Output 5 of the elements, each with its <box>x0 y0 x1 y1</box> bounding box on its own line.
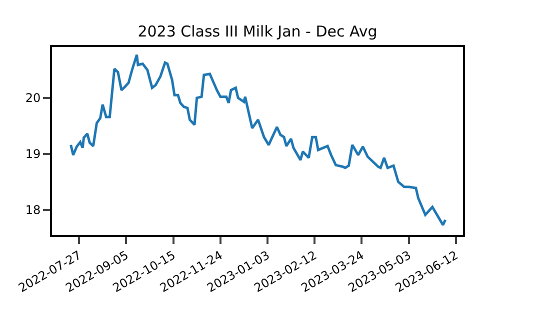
line-series <box>70 54 447 226</box>
chart-title: 2023 Class III Milk Jan - Dec Avg <box>138 22 378 40</box>
y-tick-label: 18 <box>25 203 41 218</box>
y-tick-label: 20 <box>25 91 41 106</box>
y-tick-label: 19 <box>25 147 41 162</box>
